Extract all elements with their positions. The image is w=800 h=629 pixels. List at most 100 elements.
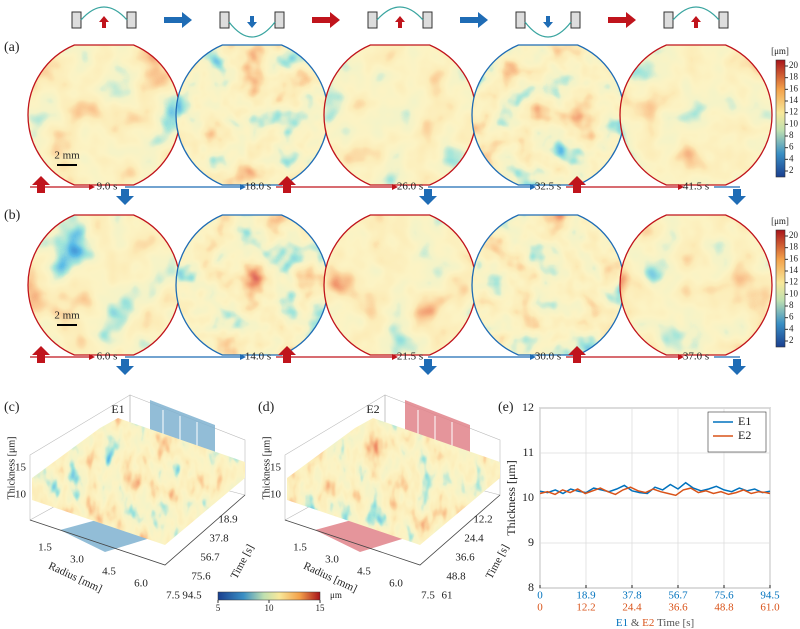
x2-tick-label: 36.6 [668,602,688,614]
x-axis-title: E1 & E2 Time [s] [616,617,694,629]
time-tick-label: 48.8 [446,571,466,583]
cool-arrow [116,189,134,205]
time-label: 26.0 s [397,181,423,193]
thickness-map [28,215,180,355]
timeline-head [530,184,536,190]
map-border [27,44,181,186]
timeline-head [392,184,398,190]
x-tick-label: 37.8 [622,590,642,602]
thickness-map [28,45,180,185]
surface-label: E1 [111,402,124,416]
timeline-head [240,354,246,360]
time-label: 30.0 s [535,351,561,363]
timeline-head [530,354,536,360]
electrode [274,11,285,29]
time-label: 14.0 s [245,351,271,363]
panel-label: (b) [4,208,21,223]
time-tick-label: 94.5 [182,590,202,602]
z-tick-label: 15 [270,462,282,474]
colorbar-tick-label: 18 [789,72,799,82]
time-label: 32.5 s [535,181,561,193]
colorbar-tick-label: 2 [789,335,794,345]
floor [284,494,501,566]
panel-label: (d) [258,400,275,415]
time-label: Time [s] [484,543,512,581]
heat-arrow [278,176,296,193]
projection [405,400,470,458]
radius-tick-label: 6.0 [389,578,403,590]
step-arrow [460,12,488,28]
x-axis-title-part: E1 [616,617,628,629]
wire [228,21,276,38]
x-tick-label: 18.9 [576,590,596,602]
legend-label: E2 [738,428,751,442]
thickness-map [472,215,624,355]
x2-tick-label: 12.2 [576,602,595,614]
time-label: Time [s] [229,543,257,581]
flow-arrow [691,16,701,28]
time-label: 37.0 s [683,351,709,363]
colorbar-tick-label: 14 [789,95,799,105]
x-tick-label: 94.5 [760,590,780,602]
heat-arrow [568,346,586,363]
z-tick-label: 10 [270,489,282,501]
time-label: 6.0 s [97,351,118,363]
map-border [27,214,181,356]
map-border [323,44,477,186]
colorbar-tick-label: 6 [789,312,794,322]
electrode [570,11,581,29]
map-border [619,214,773,356]
colorbar-tick-label: 12 [789,107,798,117]
panel-label: (a) [4,40,20,55]
timeline-head [678,354,684,360]
electrode [126,11,137,29]
x2-tick-label: 24.4 [622,602,642,614]
projection [150,400,215,458]
series-line [539,481,771,495]
x-tick-label: 75.6 [714,590,734,602]
time-tick-label: 18.9 [218,514,238,526]
cool-arrow [419,359,437,375]
x2-tick-label: 61.0 [760,602,780,614]
electrode [718,11,729,29]
thickness-map [176,45,328,185]
colorbar-tick-label: 8 [789,300,794,310]
colorbar-tick-label: 5 [216,603,221,613]
electrode [219,11,230,29]
z-label: Thickness [μm] [6,437,17,500]
thickness-map [620,215,772,355]
colorbar-tick-label: 20 [789,60,799,70]
colorbar-tick-label: 20 [789,230,799,240]
legend [707,411,767,453]
colorbar-unit: [μm] [771,46,789,56]
heat-arrow [32,176,50,193]
wire [672,6,720,21]
heat-arrow [32,346,50,363]
map-border [323,214,477,356]
colorbar-tick-label: 6 [789,142,794,152]
y-tick-label: 11 [522,445,534,459]
legend-label: E1 [738,414,751,428]
z-label: Thickness [μm] [261,437,272,500]
surface-label: E2 [366,402,379,416]
time-label: 18.0 s [245,181,271,193]
electrode [515,11,526,29]
y-axis-title: Thickness [μm] [504,460,518,535]
colorbar-tick-label: 10 [789,288,799,298]
cool-arrow [419,189,437,205]
radius-tick-label: 7.5 [421,590,435,602]
series-line [539,486,771,497]
flow-arrow [99,16,109,28]
thickness-map [324,215,476,355]
radius-tick-label: 4.5 [102,566,116,578]
radius-tick-label: 3.0 [325,554,339,566]
time-tick-label: 36.6 [455,552,475,564]
thickness-map [176,215,328,355]
thickness-map [620,45,772,185]
radius-tick-label: 6.0 [134,578,148,590]
thickness-map [324,45,476,185]
x2-tick-label: 0 [537,602,543,614]
surface-colorbar [217,591,321,601]
scale-bar-label: 2 mm [54,150,80,162]
time-tick-label: 56.7 [200,552,220,564]
